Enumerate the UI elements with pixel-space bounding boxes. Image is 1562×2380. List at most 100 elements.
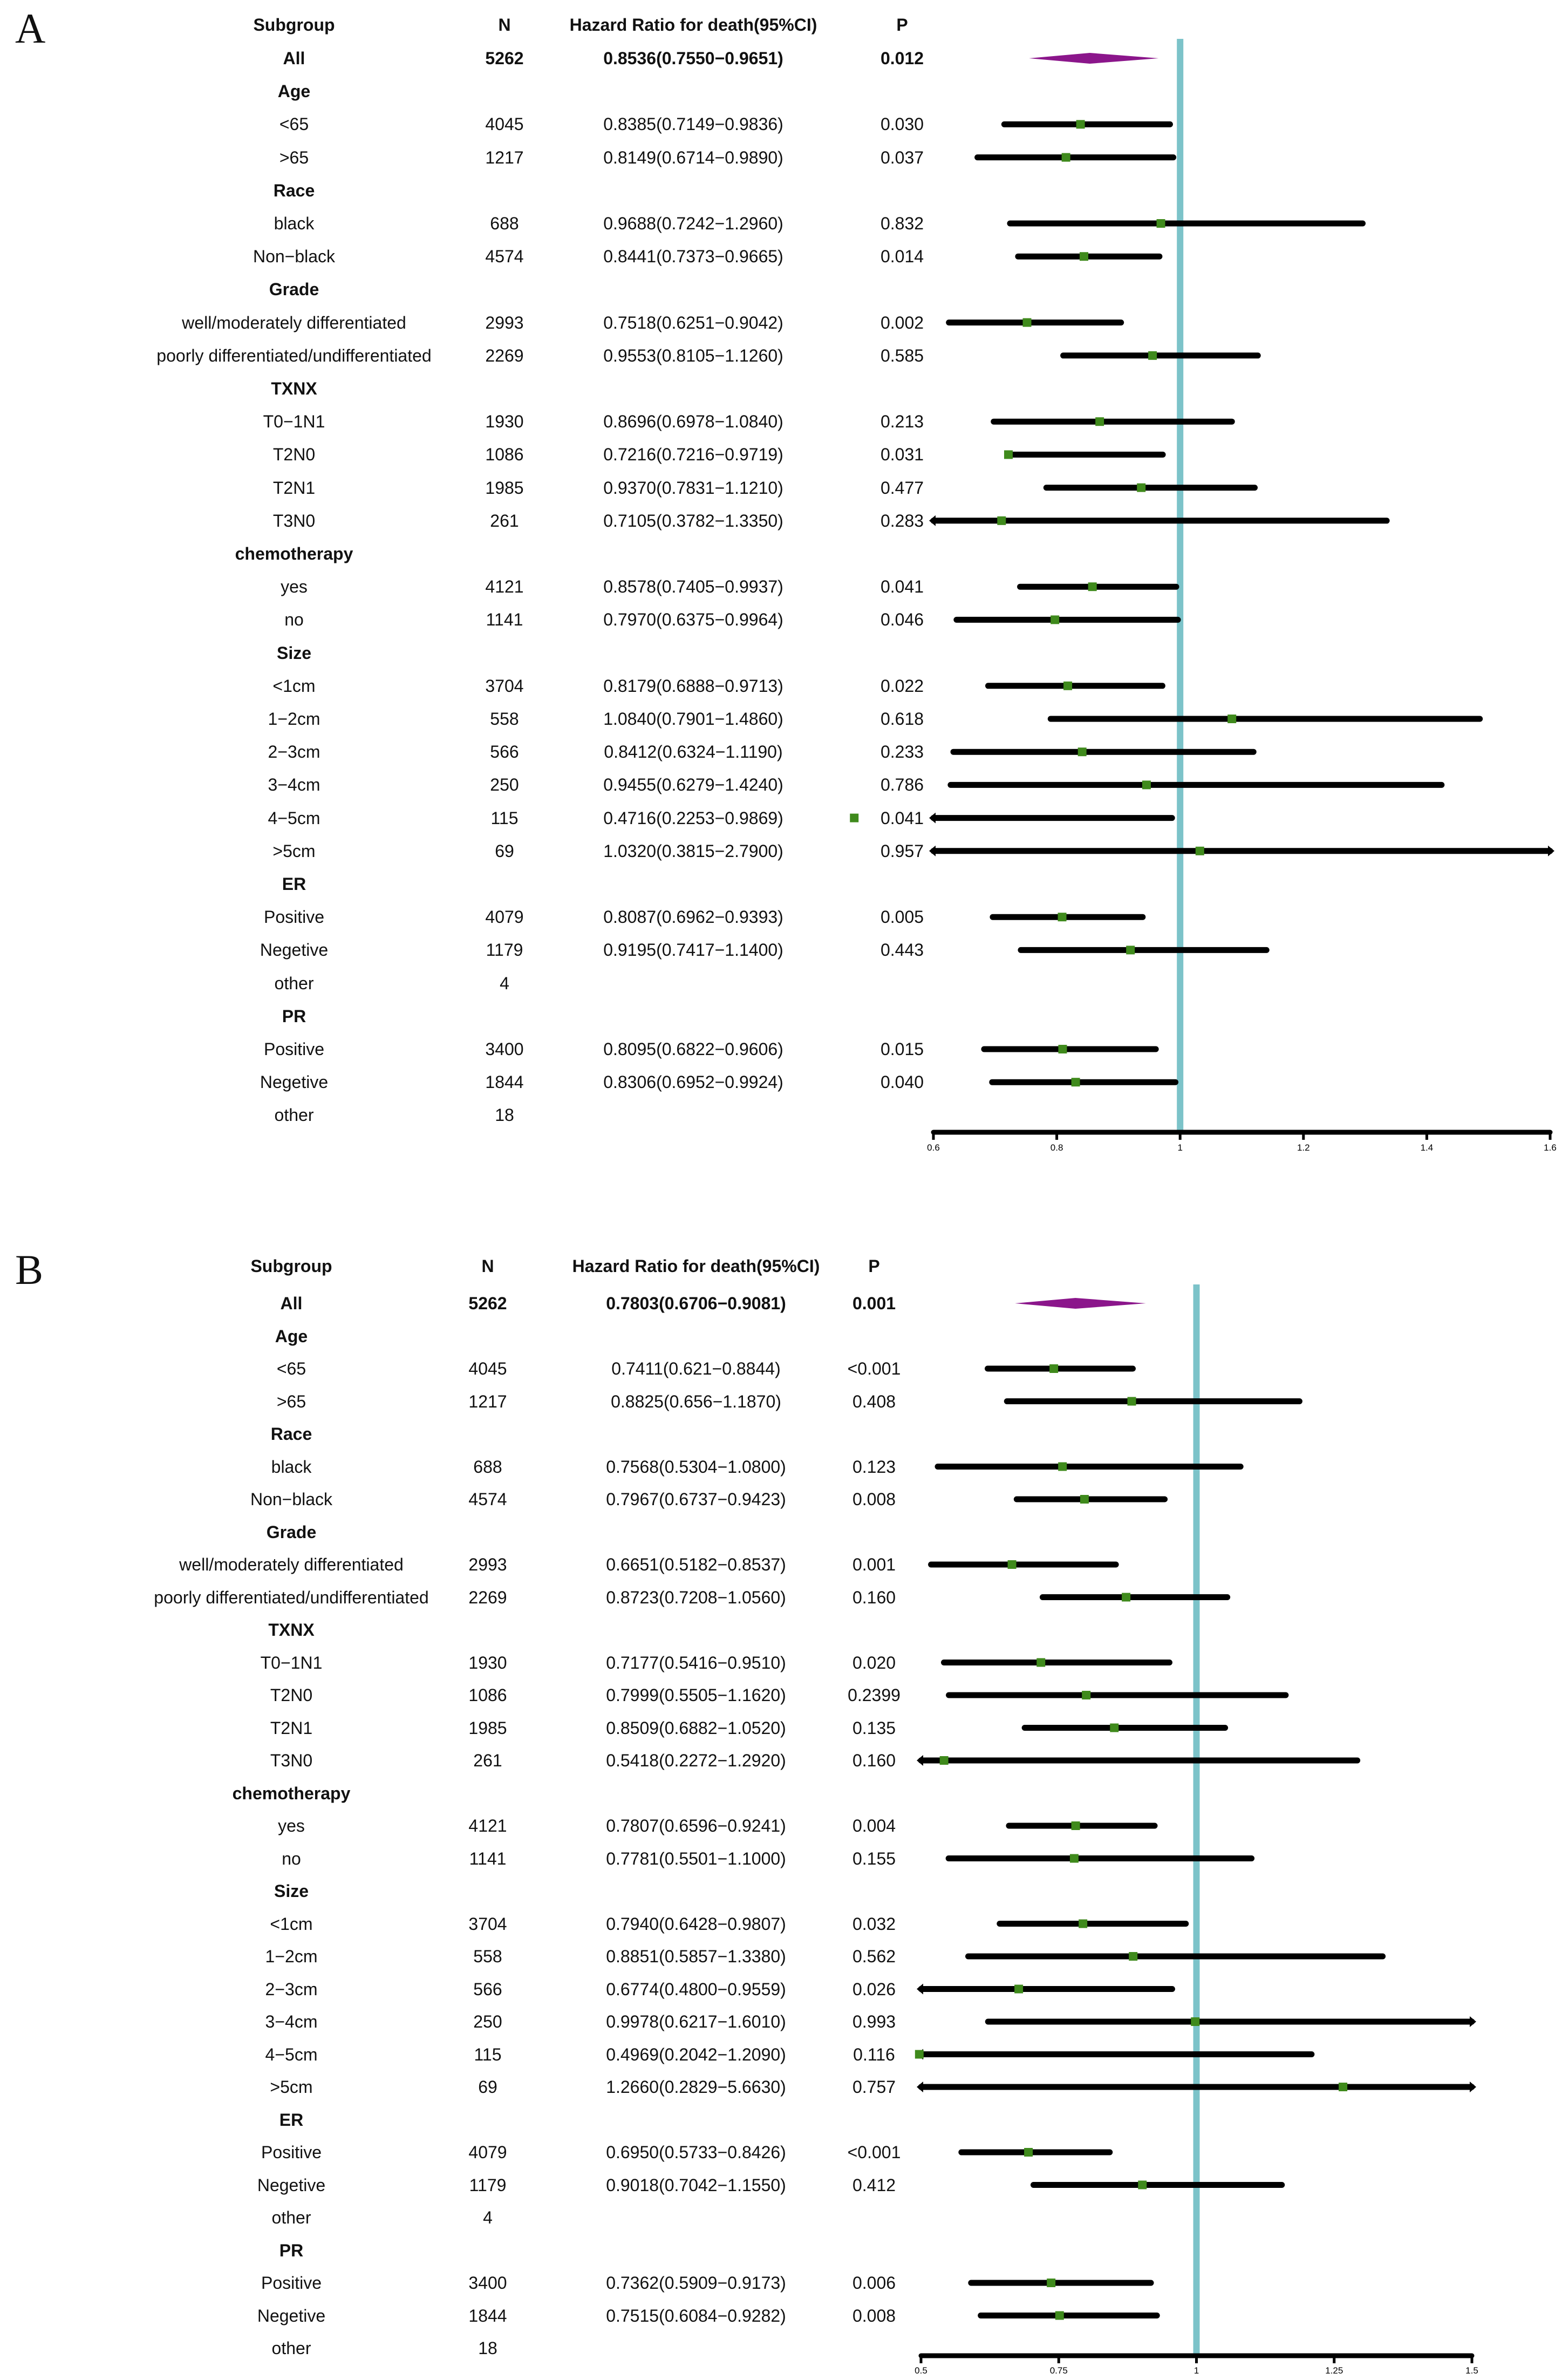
point-estimate [1156, 219, 1165, 228]
ci-arrow-right [1548, 845, 1554, 856]
subgroup-label: <1cm [272, 676, 316, 696]
subgroup-label: >65 [276, 1391, 306, 1411]
ci-arrow-left [917, 2082, 923, 2092]
n-value: 5262 [485, 49, 524, 68]
header-hazard-ratio: Hazard Ratio for death(95%CI) [569, 15, 817, 35]
overall-diamond [1029, 53, 1159, 64]
x-tick-label: 0.5 [915, 2365, 927, 2376]
p-value: 0.160 [852, 1751, 896, 1770]
n-value: 1086 [485, 445, 524, 465]
point-estimate [1071, 1821, 1080, 1830]
p-value: 0.155 [852, 1848, 896, 1868]
point-estimate [1110, 1723, 1119, 1732]
subgroup-label: <65 [276, 1359, 306, 1378]
point-estimate [1036, 1658, 1046, 1667]
hazard-ratio-text: 0.8095(0.6822−0.9606) [603, 1039, 783, 1059]
n-value: 4079 [468, 2143, 507, 2162]
subgroup-label: Positive [263, 907, 325, 927]
subgroup-label: 1−2cm [265, 1947, 318, 1966]
p-value: 0.008 [852, 2306, 896, 2325]
n-value: 4574 [485, 247, 524, 267]
subgroup-label: 2−3cm [268, 742, 320, 762]
subgroup-label: T3N0 [272, 511, 316, 531]
p-value: <0.001 [847, 1359, 901, 1378]
hazard-ratio-text: 0.9553(0.8105−1.1260) [603, 345, 783, 365]
p-value: 0.005 [880, 907, 924, 927]
subgroup-heading: ER [279, 2110, 304, 2130]
subgroup-label: 3−4cm [265, 2012, 318, 2031]
n-value: 4045 [468, 1359, 507, 1378]
point-estimate [939, 1756, 949, 1765]
hazard-ratio-text: 0.6651(0.5182−0.8537) [606, 1555, 786, 1574]
p-value: 0.041 [880, 808, 924, 828]
p-value: 0.022 [880, 676, 924, 696]
subgroup-label: other [274, 1105, 314, 1125]
hazard-ratio-text: 0.8851(0.5857−1.3380) [606, 1947, 786, 1966]
p-value: 0.116 [853, 2044, 895, 2064]
ci-arrow-left [929, 515, 936, 526]
hazard-ratio-text: 1.0840(0.7901−1.4860) [603, 709, 783, 729]
hazard-ratio-text: 0.7515(0.6084−0.9282) [606, 2306, 786, 2325]
point-estimate [1082, 1691, 1091, 1699]
header-hazard-ratio: Hazard Ratio for death(95%CI) [572, 1256, 820, 1276]
point-estimate [1055, 2311, 1064, 2320]
panel-label: B [15, 1246, 44, 1293]
subgroup-heading: Age [275, 1326, 308, 1346]
n-value: 3704 [468, 1914, 507, 1934]
p-value: 0.006 [852, 2273, 896, 2293]
n-value: 4121 [485, 577, 524, 597]
p-value: 0.031 [880, 445, 924, 465]
subgroup-label: 4−5cm [268, 808, 320, 828]
hazard-ratio-text: 0.7105(0.3782−1.3350) [603, 511, 783, 531]
hazard-ratio-text: 0.7411(0.621−0.8844) [611, 1359, 781, 1378]
subgroup-heading: Size [274, 1881, 309, 1901]
subgroup-heading: Age [277, 81, 311, 101]
x-tick-label: 1.2 [1297, 1143, 1310, 1153]
hazard-ratio-text: 0.9018(0.7042−1.1550) [606, 2175, 786, 2195]
n-value: 1217 [485, 147, 524, 167]
p-value: 0.213 [880, 412, 924, 432]
subgroup-label: 2−3cm [265, 1979, 318, 1999]
p-value: 0.040 [880, 1072, 924, 1092]
subgroup-label: yes [278, 1816, 305, 1835]
point-estimate [1047, 2279, 1056, 2287]
p-value: 0.786 [880, 775, 924, 795]
p-value: 0.002 [880, 312, 924, 332]
hazard-ratio-text: 0.8509(0.6882−1.0520) [606, 1718, 786, 1738]
n-value: 18 [478, 2338, 497, 2358]
n-value: 3400 [468, 2273, 507, 2293]
hazard-ratio-text: 0.8306(0.6952−0.9924) [603, 1072, 783, 1092]
p-value: 0.008 [852, 1490, 896, 1509]
subgroup-label: well/moderately differentiated [179, 1555, 404, 1574]
p-value: 0.993 [852, 2012, 896, 2031]
n-value: 2993 [485, 312, 524, 332]
n-value: 5262 [468, 1294, 507, 1313]
point-estimate [1227, 715, 1237, 723]
p-value: 0.123 [852, 1457, 896, 1477]
subgroup-label: >5cm [272, 841, 316, 861]
hazard-ratio-text: 0.9688(0.7242−1.2960) [603, 214, 783, 233]
hazard-ratio-text: 0.7781(0.5501−1.1000) [606, 1848, 786, 1868]
n-value: 1930 [485, 412, 524, 432]
p-value: 0.408 [852, 1391, 896, 1411]
x-tick-label: 1.6 [1544, 1143, 1557, 1153]
n-value: 3704 [485, 676, 524, 696]
point-estimate [1049, 1364, 1059, 1373]
p-value: 0.957 [880, 841, 924, 861]
ci-arrow-left [917, 1755, 923, 1766]
n-value: 1985 [468, 1718, 507, 1738]
p-value: 0.030 [880, 114, 924, 134]
x-tick-label: 0.75 [1050, 2365, 1068, 2376]
hazard-ratio-text: 0.7940(0.6428−0.9807) [606, 1914, 786, 1934]
hazard-ratio-text: 0.9195(0.7417−1.1400) [603, 940, 783, 960]
point-estimate [1051, 615, 1060, 624]
subgroup-heading: chemotherapy [232, 1783, 351, 1803]
hazard-ratio-text: 0.9978(0.6217−1.6010) [606, 2012, 786, 2031]
n-value: 69 [478, 2077, 497, 2097]
subgroup-label: well/moderately differentiated [182, 312, 406, 332]
p-value: 0.001 [852, 1294, 896, 1313]
subgroup-label: poorly differentiated/undifferentiated [156, 345, 432, 365]
hazard-ratio-text: 0.9455(0.6279−1.4240) [603, 775, 783, 795]
subgroup-label: Non−black [250, 1490, 333, 1509]
subgroup-label: Positive [263, 1039, 325, 1059]
